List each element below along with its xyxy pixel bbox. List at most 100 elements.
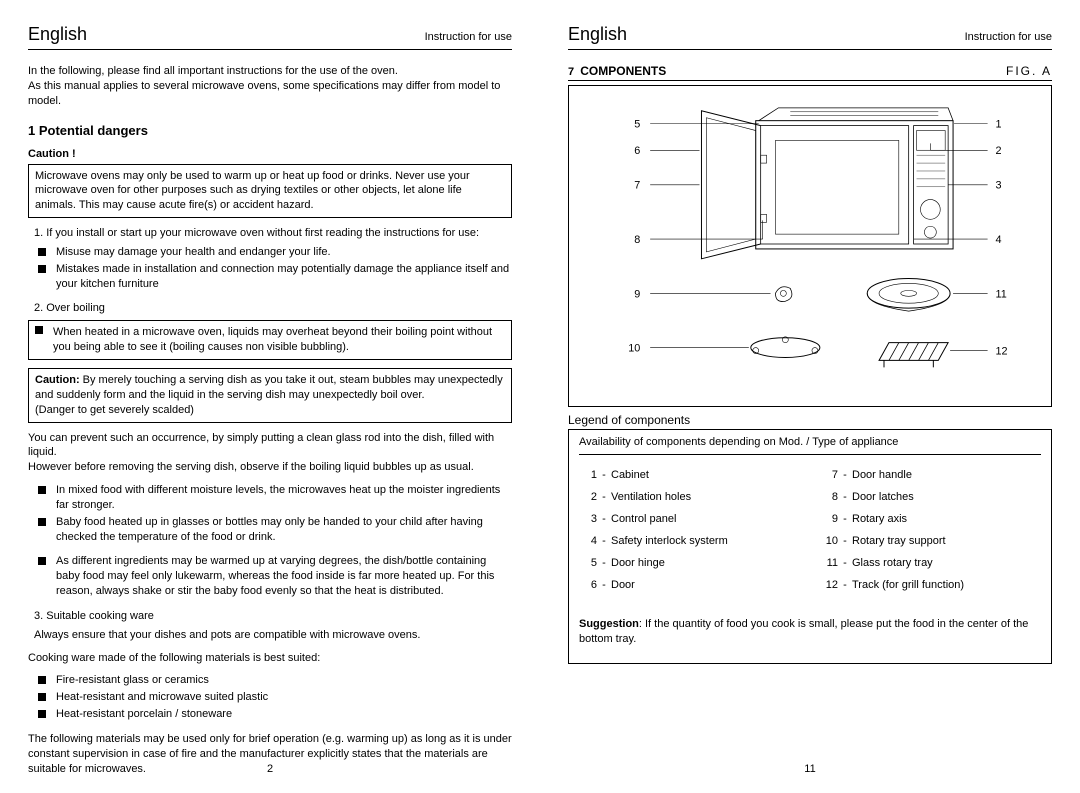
- overboiling-box: When heated in a microwave oven, liquids…: [28, 320, 512, 360]
- diagram-label: 1: [995, 119, 1001, 131]
- legend-label: Ventilation holes: [611, 491, 800, 503]
- legend-row: 5-Door hinge: [579, 557, 800, 569]
- legend-dash: -: [838, 579, 852, 591]
- caution-box-1: Microwave ovens may only be used to warm…: [28, 164, 512, 219]
- availability-note: Availability of components depending on …: [579, 436, 1041, 455]
- cooking-intro: Cooking ware made of the following mater…: [28, 651, 512, 666]
- header-language: English: [568, 24, 627, 45]
- material-bullets: Fire-resistant glass or ceramics Heat-re…: [38, 673, 512, 722]
- diagram-label: 8: [634, 234, 640, 246]
- components-header: 7 COMPONENTS FIG. A: [568, 64, 1052, 81]
- legend-number: 8: [820, 491, 838, 503]
- legend-label: Glass rotary tray: [852, 557, 1041, 569]
- item-1-heading: 1. If you install or start up your micro…: [34, 226, 512, 241]
- bullet-item: Misuse may damage your health and endang…: [38, 245, 512, 260]
- section-7-title: 7 COMPONENTS: [568, 64, 666, 78]
- legend-row: 12-Track (for grill function): [820, 579, 1041, 591]
- legend-label: Control panel: [611, 513, 800, 525]
- microwave-diagram: 5 6 7 8 9 10 1 2 3 4 11 12: [583, 96, 1037, 392]
- diagram-label: 12: [995, 346, 1007, 358]
- legend-row: 2-Ventilation holes: [579, 491, 800, 503]
- section-1-title: 1 Potential dangers: [28, 123, 512, 138]
- legend-number: 2: [579, 491, 597, 503]
- legend-col-right: 7-Door handle8-Door latches9-Rotary axis…: [820, 469, 1041, 601]
- legend-number: 3: [579, 513, 597, 525]
- item-1-bullets: Misuse may damage your health and endang…: [38, 245, 512, 292]
- legend-label: Door handle: [852, 469, 1041, 481]
- legend-label: Rotary axis: [852, 513, 1041, 525]
- page-right: English Instruction for use 7 COMPONENTS…: [540, 0, 1080, 793]
- legend-col-left: 1-Cabinet2-Ventilation holes3-Control pa…: [579, 469, 800, 601]
- legend-number: 9: [820, 513, 838, 525]
- page-number: 11: [804, 763, 815, 775]
- header-subtitle: Instruction for use: [425, 31, 512, 43]
- bullet-item: In mixed food with different moisture le…: [38, 483, 512, 513]
- legend-dash: -: [597, 579, 611, 591]
- legend-row: 1-Cabinet: [579, 469, 800, 481]
- legend-number: 10: [820, 535, 838, 547]
- legend-number: 4: [579, 535, 597, 547]
- legend-dash: -: [597, 557, 611, 569]
- legend-label: Safety interlock systerm: [611, 535, 800, 547]
- mixed-food-bullets: In mixed food with different moisture le…: [38, 483, 512, 544]
- page-left: English Instruction for use In the follo…: [0, 0, 540, 793]
- legend-dash: -: [597, 469, 611, 481]
- prevent-text: You can prevent such an occurrence, by s…: [28, 431, 512, 476]
- legend-label: Door: [611, 579, 800, 591]
- caution-box-2: Caution: By merely touching a serving di…: [28, 368, 512, 423]
- legend-label: Door hinge: [611, 557, 800, 569]
- diagram-label: 2: [995, 145, 1001, 157]
- baby-food-bullets: As different ingredients may be warmed u…: [38, 554, 512, 599]
- legend-row: 7-Door handle: [820, 469, 1041, 481]
- diagram-label: 6: [634, 145, 640, 157]
- item-3-line: Always ensure that your dishes and pots …: [34, 628, 512, 643]
- header-subtitle: Instruction for use: [965, 31, 1052, 43]
- legend-box: Availability of components depending on …: [568, 429, 1052, 664]
- legend-dash: -: [597, 513, 611, 525]
- bullet-item: As different ingredients may be warmed u…: [38, 554, 512, 599]
- intro-text: In the following, please find all import…: [28, 64, 512, 109]
- suggestion-text: Suggestion: If the quantity of food you …: [579, 617, 1041, 647]
- figure-a-box: 5 6 7 8 9 10 1 2 3 4 11 12: [568, 85, 1052, 407]
- diagram-label: 9: [634, 288, 640, 300]
- legend-dash: -: [597, 491, 611, 503]
- page-number: 2: [267, 763, 273, 775]
- legend-row: 3-Control panel: [579, 513, 800, 525]
- legend-number: 5: [579, 557, 597, 569]
- legend-row: 9-Rotary axis: [820, 513, 1041, 525]
- item-2-heading: 2. Over boiling: [34, 301, 512, 316]
- page-header: English Instruction for use: [28, 24, 512, 50]
- figure-label: FIG. A: [1006, 64, 1052, 78]
- legend-row: 11-Glass rotary tray: [820, 557, 1041, 569]
- legend-number: 11: [820, 557, 838, 569]
- legend-label: Rotary tray support: [852, 535, 1041, 547]
- diagram-label: 4: [995, 234, 1001, 246]
- legend-number: 6: [579, 579, 597, 591]
- page-header: English Instruction for use: [568, 24, 1052, 50]
- legend-dash: -: [838, 513, 852, 525]
- bullet-item: Mistakes made in installation and connec…: [38, 262, 512, 292]
- bullet-item: Heat-resistant porcelain / stoneware: [38, 707, 512, 722]
- legend-number: 12: [820, 579, 838, 591]
- legend-dash: -: [838, 535, 852, 547]
- legend-number: 7: [820, 469, 838, 481]
- bullet-item: Heat-resistant and microwave suited plas…: [38, 690, 512, 705]
- square-bullet-icon: [35, 326, 43, 334]
- header-language: English: [28, 24, 87, 45]
- legend-row: 4-Safety interlock systerm: [579, 535, 800, 547]
- legend-label: Cabinet: [611, 469, 800, 481]
- legend-label: Track (for grill function): [852, 579, 1041, 591]
- diagram-label: 5: [634, 119, 640, 131]
- legend-row: 10-Rotary tray support: [820, 535, 1041, 547]
- legend-number: 1: [579, 469, 597, 481]
- item-3-heading: 3. Suitable cooking ware: [34, 609, 512, 624]
- legend-columns: 1-Cabinet2-Ventilation holes3-Control pa…: [579, 469, 1041, 601]
- legend-row: 6-Door: [579, 579, 800, 591]
- diagram-label: 3: [995, 180, 1001, 192]
- legend-title: Legend of components: [568, 413, 1052, 427]
- diagram-label: 7: [634, 180, 640, 192]
- caution-label: Caution !: [28, 148, 512, 160]
- diagram-label: 10: [628, 343, 640, 355]
- diagram-label: 11: [995, 288, 1006, 300]
- bullet-item: Fire-resistant glass or ceramics: [38, 673, 512, 688]
